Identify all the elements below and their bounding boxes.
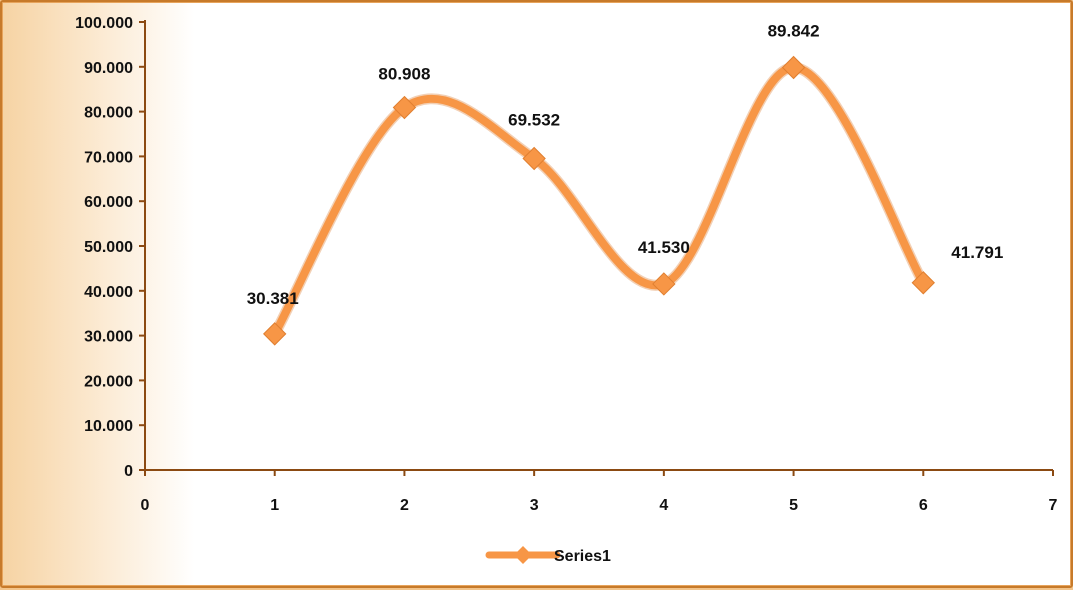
series-marker <box>781 55 806 80</box>
x-tick-label: 7 <box>1049 497 1058 514</box>
x-tick-label: 4 <box>659 497 668 514</box>
series-line <box>270 63 928 338</box>
legend-marker <box>514 546 532 564</box>
legend-label: Series1 <box>554 548 611 565</box>
data-label: 41.530 <box>638 238 690 257</box>
series-marker <box>522 146 546 171</box>
x-tick-label: 2 <box>400 497 409 514</box>
data-label: 41.791 <box>951 243 1003 262</box>
series-layer <box>263 55 935 346</box>
x-tick-label: 5 <box>789 497 798 514</box>
y-tick-label: 0 <box>124 463 133 480</box>
data-label: 30.381 <box>247 289 299 308</box>
x-tick-label: 3 <box>530 497 539 514</box>
x-tick-label: 6 <box>919 497 928 514</box>
series-marker <box>263 322 287 346</box>
series-marker <box>911 271 935 295</box>
series-line-shadow <box>269 62 929 340</box>
data-label: 69.532 <box>508 110 560 129</box>
legend: Series1 <box>485 546 611 565</box>
x-tick-label: 1 <box>270 497 279 514</box>
y-tick-label: 70.000 <box>84 149 133 166</box>
y-tick-label: 80.000 <box>84 105 133 122</box>
y-tick-label: 90.000 <box>84 60 133 77</box>
y-tick-label: 20.000 <box>84 373 133 390</box>
y-tick-label: 100.000 <box>75 15 133 32</box>
series-marker <box>652 272 676 296</box>
data-label: 89.842 <box>768 22 820 41</box>
data-labels: 30.381 80.908 69.532 41.530 89.842 41.791 <box>247 22 1004 308</box>
y-tick-label: 60.000 <box>84 194 133 211</box>
series-marker <box>392 95 417 120</box>
data-label: 80.908 <box>378 65 430 84</box>
y-tick-label: 50.000 <box>84 239 133 256</box>
y-tick-label: 40.000 <box>84 284 133 301</box>
tick-labels: 0 10.000 20.000 30.000 40.000 50.000 60.000 70.… <box>75 15 1057 514</box>
axes <box>139 20 1054 476</box>
y-tick-label: 10.000 <box>84 418 133 435</box>
x-tick-label: 0 <box>141 497 150 514</box>
y-tick-label: 30.000 <box>84 329 133 346</box>
